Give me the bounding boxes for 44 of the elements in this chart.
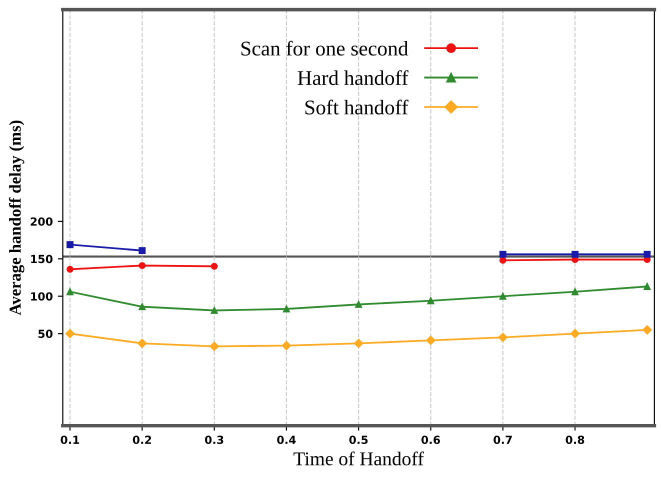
point [354,338,364,348]
point [66,266,74,273]
point [426,336,436,345]
x-axis-title: Time of Handoff [294,452,424,466]
point [642,325,652,335]
point [644,283,651,290]
x-tick-label: 0.8 [566,436,584,444]
x-tick-label: 0.4 [277,436,296,444]
point [644,250,651,258]
x-tick-label: 0.6 [421,436,440,444]
y-axis-title: Average handoff delay (ms) [8,120,24,316]
point [138,303,146,310]
point [572,250,578,258]
x-tick-label: 0.7 [494,436,512,444]
point [282,305,290,312]
point [427,297,434,304]
point [499,292,506,300]
y-tick-label: 150 [31,254,53,264]
point [138,247,146,254]
x-tick-label: 0.5 [349,436,368,444]
point [66,288,74,296]
point [572,288,578,296]
legend-label: Scan for one second [241,40,408,56]
point [210,306,218,314]
point [499,250,506,258]
point [66,241,74,248]
point [499,256,506,264]
legend-label: Soft handoff [305,100,408,115]
point [138,262,146,270]
point [210,342,219,351]
point [65,329,75,338]
point [282,340,292,350]
point [138,338,147,348]
point [570,329,580,338]
legend-label: Hard handoff [298,70,408,86]
x-tick-label: 0.2 [132,436,152,444]
point [210,262,218,270]
x-tick-label: 0.3 [204,436,224,444]
point [355,300,362,308]
x-tick-label: 0.1 [60,436,80,444]
y-tick-label: 50 [38,330,53,338]
y-tick-label: 100 [31,292,53,301]
y-tick-label: 200 [30,217,53,226]
point [498,332,508,342]
